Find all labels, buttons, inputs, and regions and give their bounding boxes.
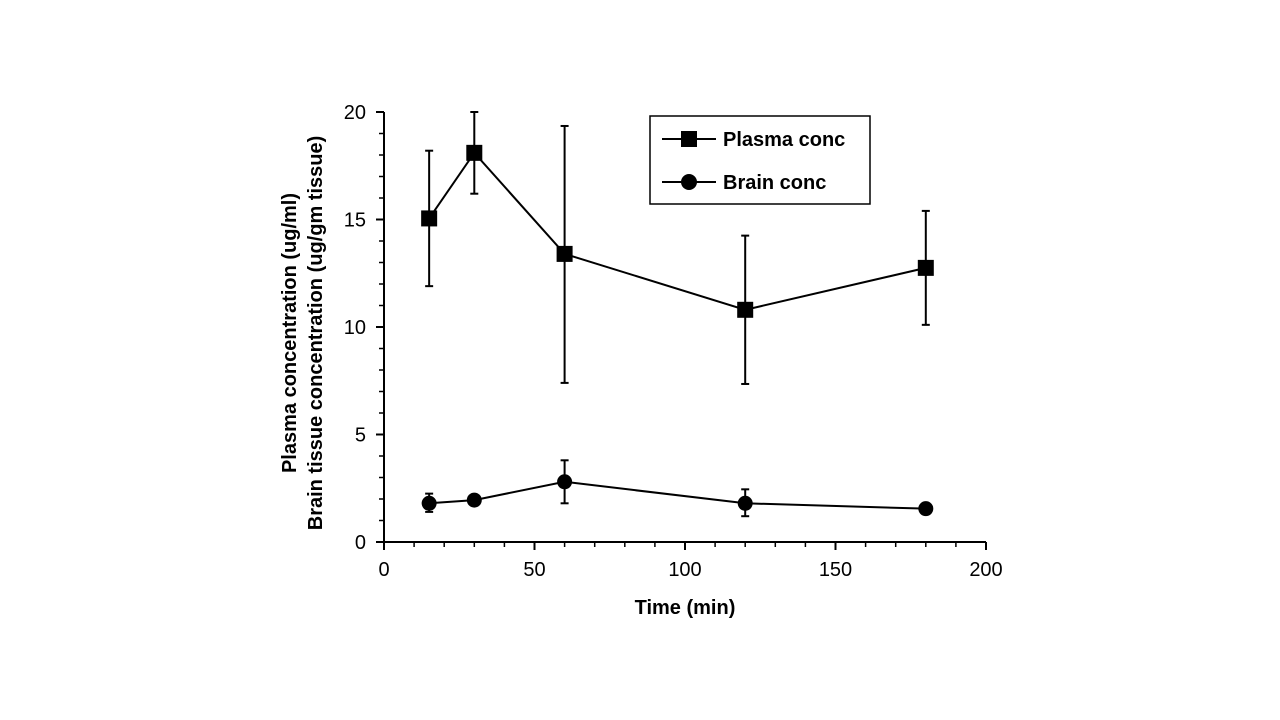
y-axis-title-line-1: Plasma concentration (ug/ml) [279,193,301,473]
series-plasma-conc [421,111,934,385]
data-point-circle [737,495,753,511]
data-point-square [556,245,573,262]
data-point-square [737,301,754,318]
series-line [429,480,926,510]
y-tick-label: 20 [344,102,366,124]
x-tick-label: 150 [819,559,852,581]
x-tick-label: 50 [523,559,545,581]
series-layer [421,111,934,518]
y-tick-label: 10 [344,317,366,339]
data-point-square [466,144,483,161]
ticks: 0 50 100 150 200 0 5 10 15 20 [344,102,1003,581]
series-brain-conc [421,459,934,518]
x-tick-label: 0 [378,559,389,581]
y-axis-title: Plasma concentration (ug/ml) Brain tissu… [279,136,327,531]
y-axis-title-line-2: Brain tissue concentration (ug/gm tissue… [305,136,327,531]
y-tick-label: 15 [344,210,366,232]
data-point-circle [466,492,482,508]
x-axis-title: Time (min) [635,597,736,619]
x-tick-label: 200 [969,559,1002,581]
legend-marker-circle [681,174,697,190]
data-point-circle [421,495,437,511]
data-point-circle [918,501,934,517]
data-point-square [421,210,438,227]
y-tick-label: 5 [355,425,366,447]
legend: Plasma conc Brain conc [649,115,871,205]
legend-label-plasma: Plasma conc [723,129,845,151]
legend-marker-square [681,131,697,147]
x-tick-label: 100 [668,559,701,581]
data-point-circle [557,474,573,490]
y-tick-label: 0 [355,532,366,554]
legend-label-brain: Brain conc [723,172,826,194]
data-point-square [917,259,934,276]
